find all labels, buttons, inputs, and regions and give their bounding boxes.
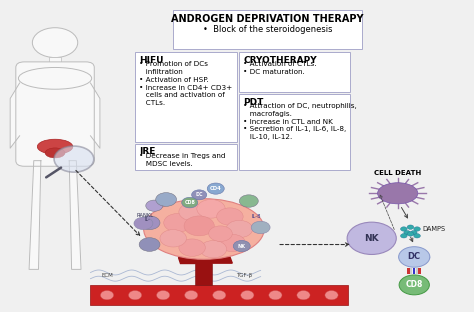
FancyBboxPatch shape xyxy=(195,248,212,285)
Circle shape xyxy=(160,230,186,247)
Circle shape xyxy=(32,28,78,57)
Circle shape xyxy=(239,195,258,207)
Circle shape xyxy=(156,193,176,206)
Circle shape xyxy=(139,216,160,230)
Text: •  Block of the steroidogenesis: • Block of the steroidogenesis xyxy=(203,25,332,34)
FancyBboxPatch shape xyxy=(173,10,362,49)
Ellipse shape xyxy=(269,290,282,300)
Circle shape xyxy=(134,217,153,230)
FancyBboxPatch shape xyxy=(91,285,348,305)
Text: CD8: CD8 xyxy=(406,280,423,290)
FancyBboxPatch shape xyxy=(419,268,421,274)
Circle shape xyxy=(164,213,192,232)
Text: • Activation of CTLs.
• DC maturation.: • Activation of CTLs. • DC maturation. xyxy=(243,61,317,75)
Circle shape xyxy=(209,226,232,241)
Circle shape xyxy=(407,232,414,236)
Text: • Promotion of DCs
   infiltration
• Activation of HSP.
• Increase in CD4+ CD3+
: • Promotion of DCs infiltration • Activa… xyxy=(139,61,232,106)
Ellipse shape xyxy=(128,290,142,300)
Text: DC: DC xyxy=(195,192,203,197)
Text: ECM: ECM xyxy=(101,273,113,278)
Text: TGF-β: TGF-β xyxy=(236,273,252,278)
Text: • Attraction of DC, neutrophilis,
   macrofagis.
• Increase in CTL and NK
• Secr: • Attraction of DC, neutrophilis, macrof… xyxy=(243,103,357,140)
Text: CD8: CD8 xyxy=(184,200,195,205)
Circle shape xyxy=(251,221,270,234)
Text: PDT: PDT xyxy=(243,98,264,107)
Ellipse shape xyxy=(378,183,418,204)
FancyBboxPatch shape xyxy=(49,56,61,72)
Circle shape xyxy=(401,227,407,231)
Text: CELL DEATH: CELL DEATH xyxy=(374,170,421,176)
Text: DAMPS: DAMPS xyxy=(423,226,446,232)
Text: IL-8: IL-8 xyxy=(251,214,261,219)
FancyBboxPatch shape xyxy=(410,268,412,274)
Polygon shape xyxy=(69,161,81,269)
Polygon shape xyxy=(91,83,100,148)
Circle shape xyxy=(414,234,420,238)
Polygon shape xyxy=(10,83,19,148)
Circle shape xyxy=(401,234,407,238)
Circle shape xyxy=(179,239,205,256)
Text: ANDROGEN DEPRIVATION THERAPY: ANDROGEN DEPRIVATION THERAPY xyxy=(172,14,364,24)
Circle shape xyxy=(146,200,163,211)
Circle shape xyxy=(200,241,227,258)
Circle shape xyxy=(347,222,396,255)
Circle shape xyxy=(139,238,160,251)
Text: DC: DC xyxy=(408,252,421,261)
Text: NK: NK xyxy=(365,234,379,243)
Text: RANKL: RANKL xyxy=(137,212,154,217)
Ellipse shape xyxy=(184,290,198,300)
FancyBboxPatch shape xyxy=(413,268,415,274)
Ellipse shape xyxy=(144,199,264,259)
FancyBboxPatch shape xyxy=(239,52,350,92)
Polygon shape xyxy=(212,257,232,263)
Text: IRE: IRE xyxy=(139,147,155,156)
Circle shape xyxy=(410,231,417,235)
Text: IL-: IL- xyxy=(144,217,150,222)
Circle shape xyxy=(226,220,253,238)
Ellipse shape xyxy=(325,290,338,300)
Circle shape xyxy=(399,247,430,267)
Circle shape xyxy=(414,227,420,231)
Circle shape xyxy=(233,241,250,252)
Text: HIFU: HIFU xyxy=(139,56,164,65)
Ellipse shape xyxy=(18,67,91,89)
Polygon shape xyxy=(178,257,195,263)
FancyBboxPatch shape xyxy=(136,52,237,142)
Circle shape xyxy=(219,234,246,252)
FancyBboxPatch shape xyxy=(239,94,350,170)
Circle shape xyxy=(404,231,410,235)
FancyBboxPatch shape xyxy=(416,268,418,274)
Text: CRYOTHERAPY: CRYOTHERAPY xyxy=(243,56,317,65)
Circle shape xyxy=(217,208,243,225)
Circle shape xyxy=(191,190,207,200)
Text: NK: NK xyxy=(238,244,246,249)
Circle shape xyxy=(407,225,414,229)
Ellipse shape xyxy=(45,148,65,158)
Circle shape xyxy=(179,203,205,221)
FancyBboxPatch shape xyxy=(407,268,410,274)
Ellipse shape xyxy=(37,139,73,154)
Circle shape xyxy=(182,197,198,208)
Ellipse shape xyxy=(213,290,226,300)
Polygon shape xyxy=(29,161,41,269)
Ellipse shape xyxy=(297,290,310,300)
FancyBboxPatch shape xyxy=(16,62,94,166)
Circle shape xyxy=(54,146,94,172)
Text: CD4: CD4 xyxy=(210,186,222,191)
Ellipse shape xyxy=(100,290,114,300)
Circle shape xyxy=(207,183,224,194)
Circle shape xyxy=(399,275,429,295)
Ellipse shape xyxy=(156,290,170,300)
Circle shape xyxy=(197,199,225,218)
FancyBboxPatch shape xyxy=(136,144,237,170)
Ellipse shape xyxy=(241,290,254,300)
Circle shape xyxy=(184,216,214,236)
Text: • Decrease in Tregs and
   MDSC levels.: • Decrease in Tregs and MDSC levels. xyxy=(139,153,226,167)
